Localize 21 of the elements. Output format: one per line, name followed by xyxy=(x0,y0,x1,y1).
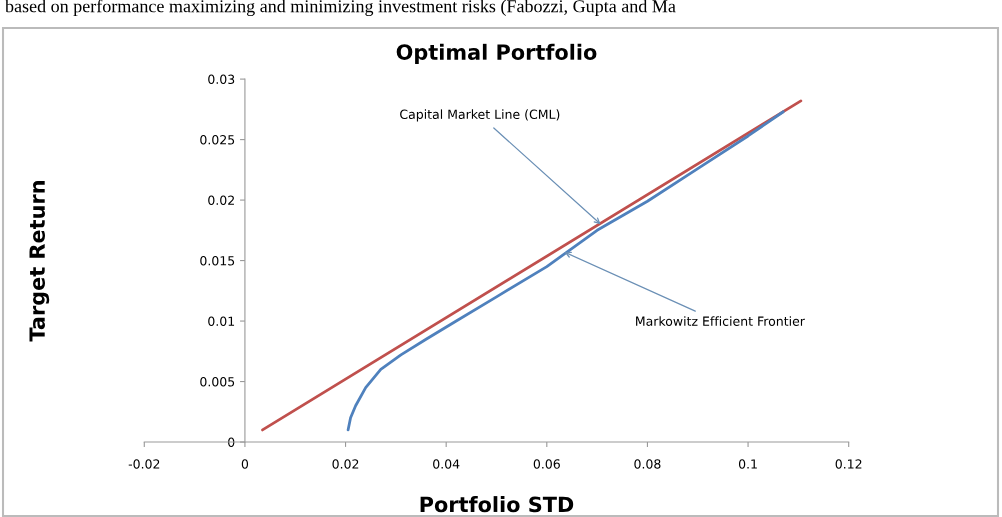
x-tick-label: 0.06 xyxy=(533,459,560,469)
x-tick-label: 0.08 xyxy=(634,459,661,469)
y-tick-label: 0.015 xyxy=(200,256,235,266)
x-tick-label: -0.02 xyxy=(128,459,160,469)
x-tick-label: 0.1 xyxy=(738,459,757,469)
y-tick-label: 0.005 xyxy=(200,377,235,387)
annotation: Markowitz Efficient Frontier xyxy=(636,316,805,326)
annotation: Capital Market Line (CML) xyxy=(400,109,560,122)
y-tick-label: 0 xyxy=(228,437,235,447)
x-axis-title: Portfolio STD xyxy=(420,496,574,513)
chart-title: Optimal Portfolio xyxy=(396,43,597,64)
x-tick-label: 0 xyxy=(241,459,249,469)
x-tick-label: 0.02 xyxy=(332,459,359,469)
x-tick-label: 0.12 xyxy=(835,459,862,469)
y-tick-label: 0.03 xyxy=(208,74,235,85)
y-tick-label: 0.01 xyxy=(208,316,235,326)
y-tick-label: 0.02 xyxy=(208,195,234,206)
x-tick-label: 0.04 xyxy=(433,459,460,469)
y-tick-label: 0.025 xyxy=(200,135,235,145)
text: based on performance maximizing and minimizing investment risks (Fabozzi, Gupta and Ma xyxy=(5,0,676,17)
y-axis-title: Target Return xyxy=(29,181,50,342)
